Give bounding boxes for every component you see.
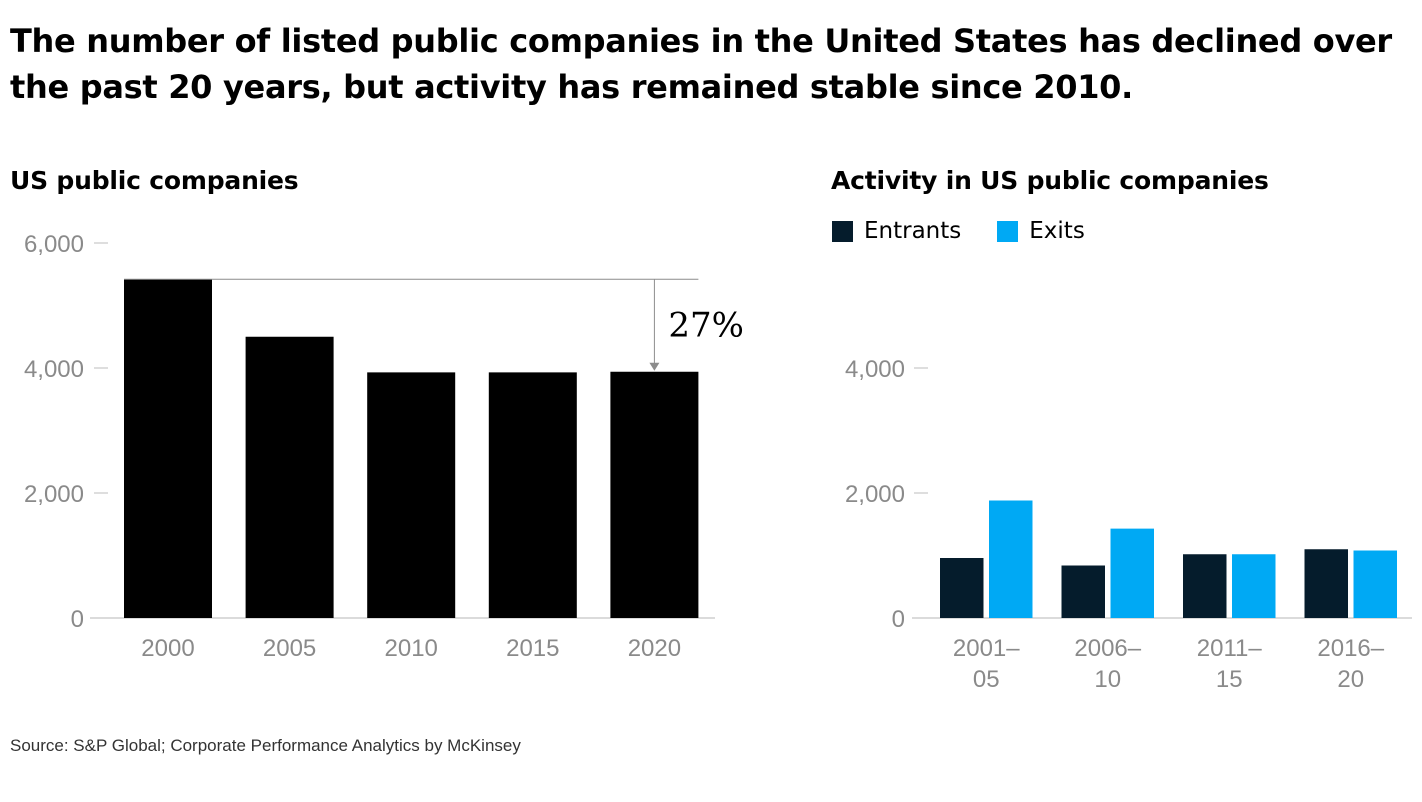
legend: Entrants Exits — [832, 218, 1121, 244]
bar-exits-2 — [1232, 554, 1276, 618]
bar-exits-1 — [1110, 528, 1154, 618]
y-tick-label: 2,000 — [845, 481, 905, 508]
legend-label-entrants: Entrants — [864, 218, 962, 244]
bar-2020 — [610, 371, 699, 618]
source-note: Source: S&P Global; Corporate Performanc… — [10, 736, 521, 755]
decline-annotation: 27% — [668, 305, 744, 345]
right-grouped-bar-chart: 0 2,000 4,000 2001– 05 2006– 10 2011– 15 2016– 20 — [845, 356, 1412, 693]
y-tick-label: 4,000 — [845, 356, 905, 383]
legend-swatch-entrants — [832, 220, 853, 242]
left-chart-title: US public companies — [10, 166, 299, 195]
y-tick-label: 2,000 — [24, 481, 84, 508]
y-tick-label: 0 — [71, 606, 84, 633]
chart-headline: The number of listed public companies in… — [10, 22, 1392, 106]
bar-2015 — [488, 372, 577, 618]
x-tick-label: 2006– 10 — [1074, 635, 1141, 693]
legend-swatch-exits — [997, 220, 1019, 242]
right-chart-title: Activity in US public companies — [831, 166, 1269, 195]
bar-entrants-3 — [1304, 549, 1348, 618]
bar-entrants-1 — [1061, 565, 1105, 618]
bar-2005 — [245, 336, 334, 618]
bar-2000 — [124, 279, 212, 618]
x-tick-label: 2020 — [628, 635, 681, 662]
y-tick-label: 6,000 — [24, 231, 84, 258]
left-bar-chart: 0 2,000 4,000 6,000 2000 2005 2010 2015 2020 27% — [24, 231, 744, 662]
legend-label-exits: Exits — [1029, 218, 1085, 244]
x-tick-label: 2001– 05 — [953, 635, 1020, 693]
bar-entrants-2 — [1183, 554, 1227, 618]
bar-exits-0 — [989, 500, 1033, 618]
bar-2010 — [367, 372, 456, 618]
y-tick-label: 4,000 — [24, 356, 84, 383]
y-tick-label: 0 — [892, 606, 905, 633]
bar-exits-3 — [1353, 550, 1397, 618]
bar-entrants-0 — [940, 558, 984, 618]
legend-item-exits: Exits — [997, 218, 1085, 244]
x-tick-label: 2005 — [263, 635, 316, 662]
legend-item-entrants: Entrants — [832, 218, 961, 244]
x-tick-label: 2000 — [141, 635, 194, 662]
x-tick-label: 2016– 20 — [1317, 635, 1384, 693]
x-tick-label: 2011– 15 — [1197, 635, 1263, 693]
x-tick-label: 2015 — [506, 635, 559, 662]
arrow-head — [649, 362, 660, 371]
x-tick-label: 2010 — [385, 635, 438, 662]
